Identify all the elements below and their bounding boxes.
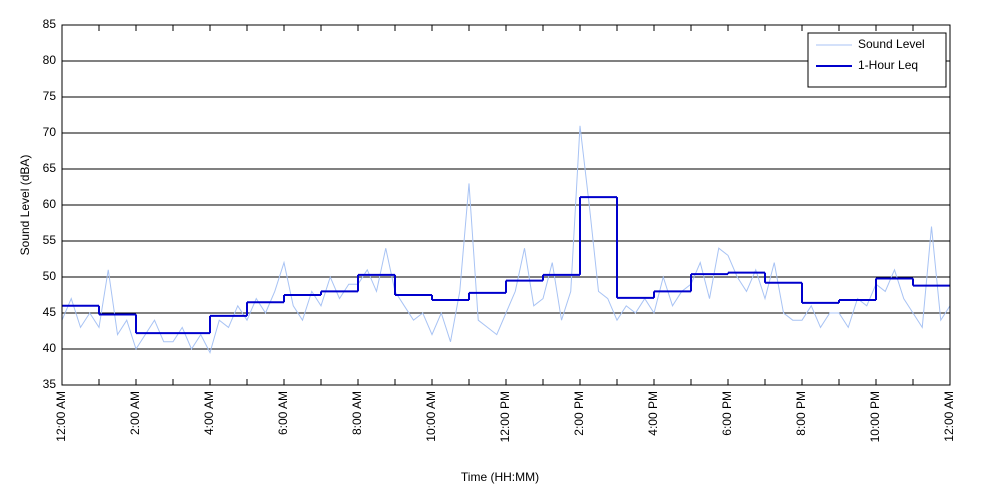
x-tick-label: 4:00 AM <box>202 391 216 435</box>
legend-box <box>807 32 947 88</box>
x-tick-label: 10:00 PM <box>868 391 882 442</box>
x-tick-label: 12:00 AM <box>942 391 956 442</box>
y-tick-label: 40 <box>43 341 57 355</box>
x-tick-label: 8:00 AM <box>350 391 364 435</box>
x-tick-label: 8:00 PM <box>794 391 808 436</box>
y-axis-label: Sound Level (dBA) <box>18 155 32 256</box>
sound-level-line <box>61 125 951 354</box>
y-tick-label: 85 <box>43 17 57 31</box>
x-axis-label: Time (HH:MM) <box>461 470 539 484</box>
y-tick-label: 55 <box>43 233 57 247</box>
plot-frame <box>61 24 951 386</box>
x-tick-label: 12:00 PM <box>498 391 512 442</box>
x-tick-label: 2:00 AM <box>128 391 142 435</box>
y-tick-label: 35 <box>43 377 57 391</box>
x-tick-label: 6:00 PM <box>720 391 734 436</box>
y-tick-label: 75 <box>43 89 57 103</box>
legend-label: Sound Level <box>858 37 925 51</box>
y-tick-label: 70 <box>43 125 57 139</box>
y-tick-label: 45 <box>43 305 57 319</box>
x-tick-label: 12:00 AM <box>54 391 68 442</box>
legend-label: 1-Hour Leq <box>858 58 918 72</box>
x-tick-label: 6:00 AM <box>276 391 290 435</box>
y-tick-label: 50 <box>43 269 57 283</box>
y-tick-label: 60 <box>43 197 57 211</box>
y-tick-label: 80 <box>43 53 57 67</box>
x-tick-label: 2:00 PM <box>572 391 586 436</box>
x-tick-label: 10:00 AM <box>424 391 438 442</box>
x-tick-label: 4:00 PM <box>646 391 660 436</box>
y-tick-label: 65 <box>43 161 57 175</box>
